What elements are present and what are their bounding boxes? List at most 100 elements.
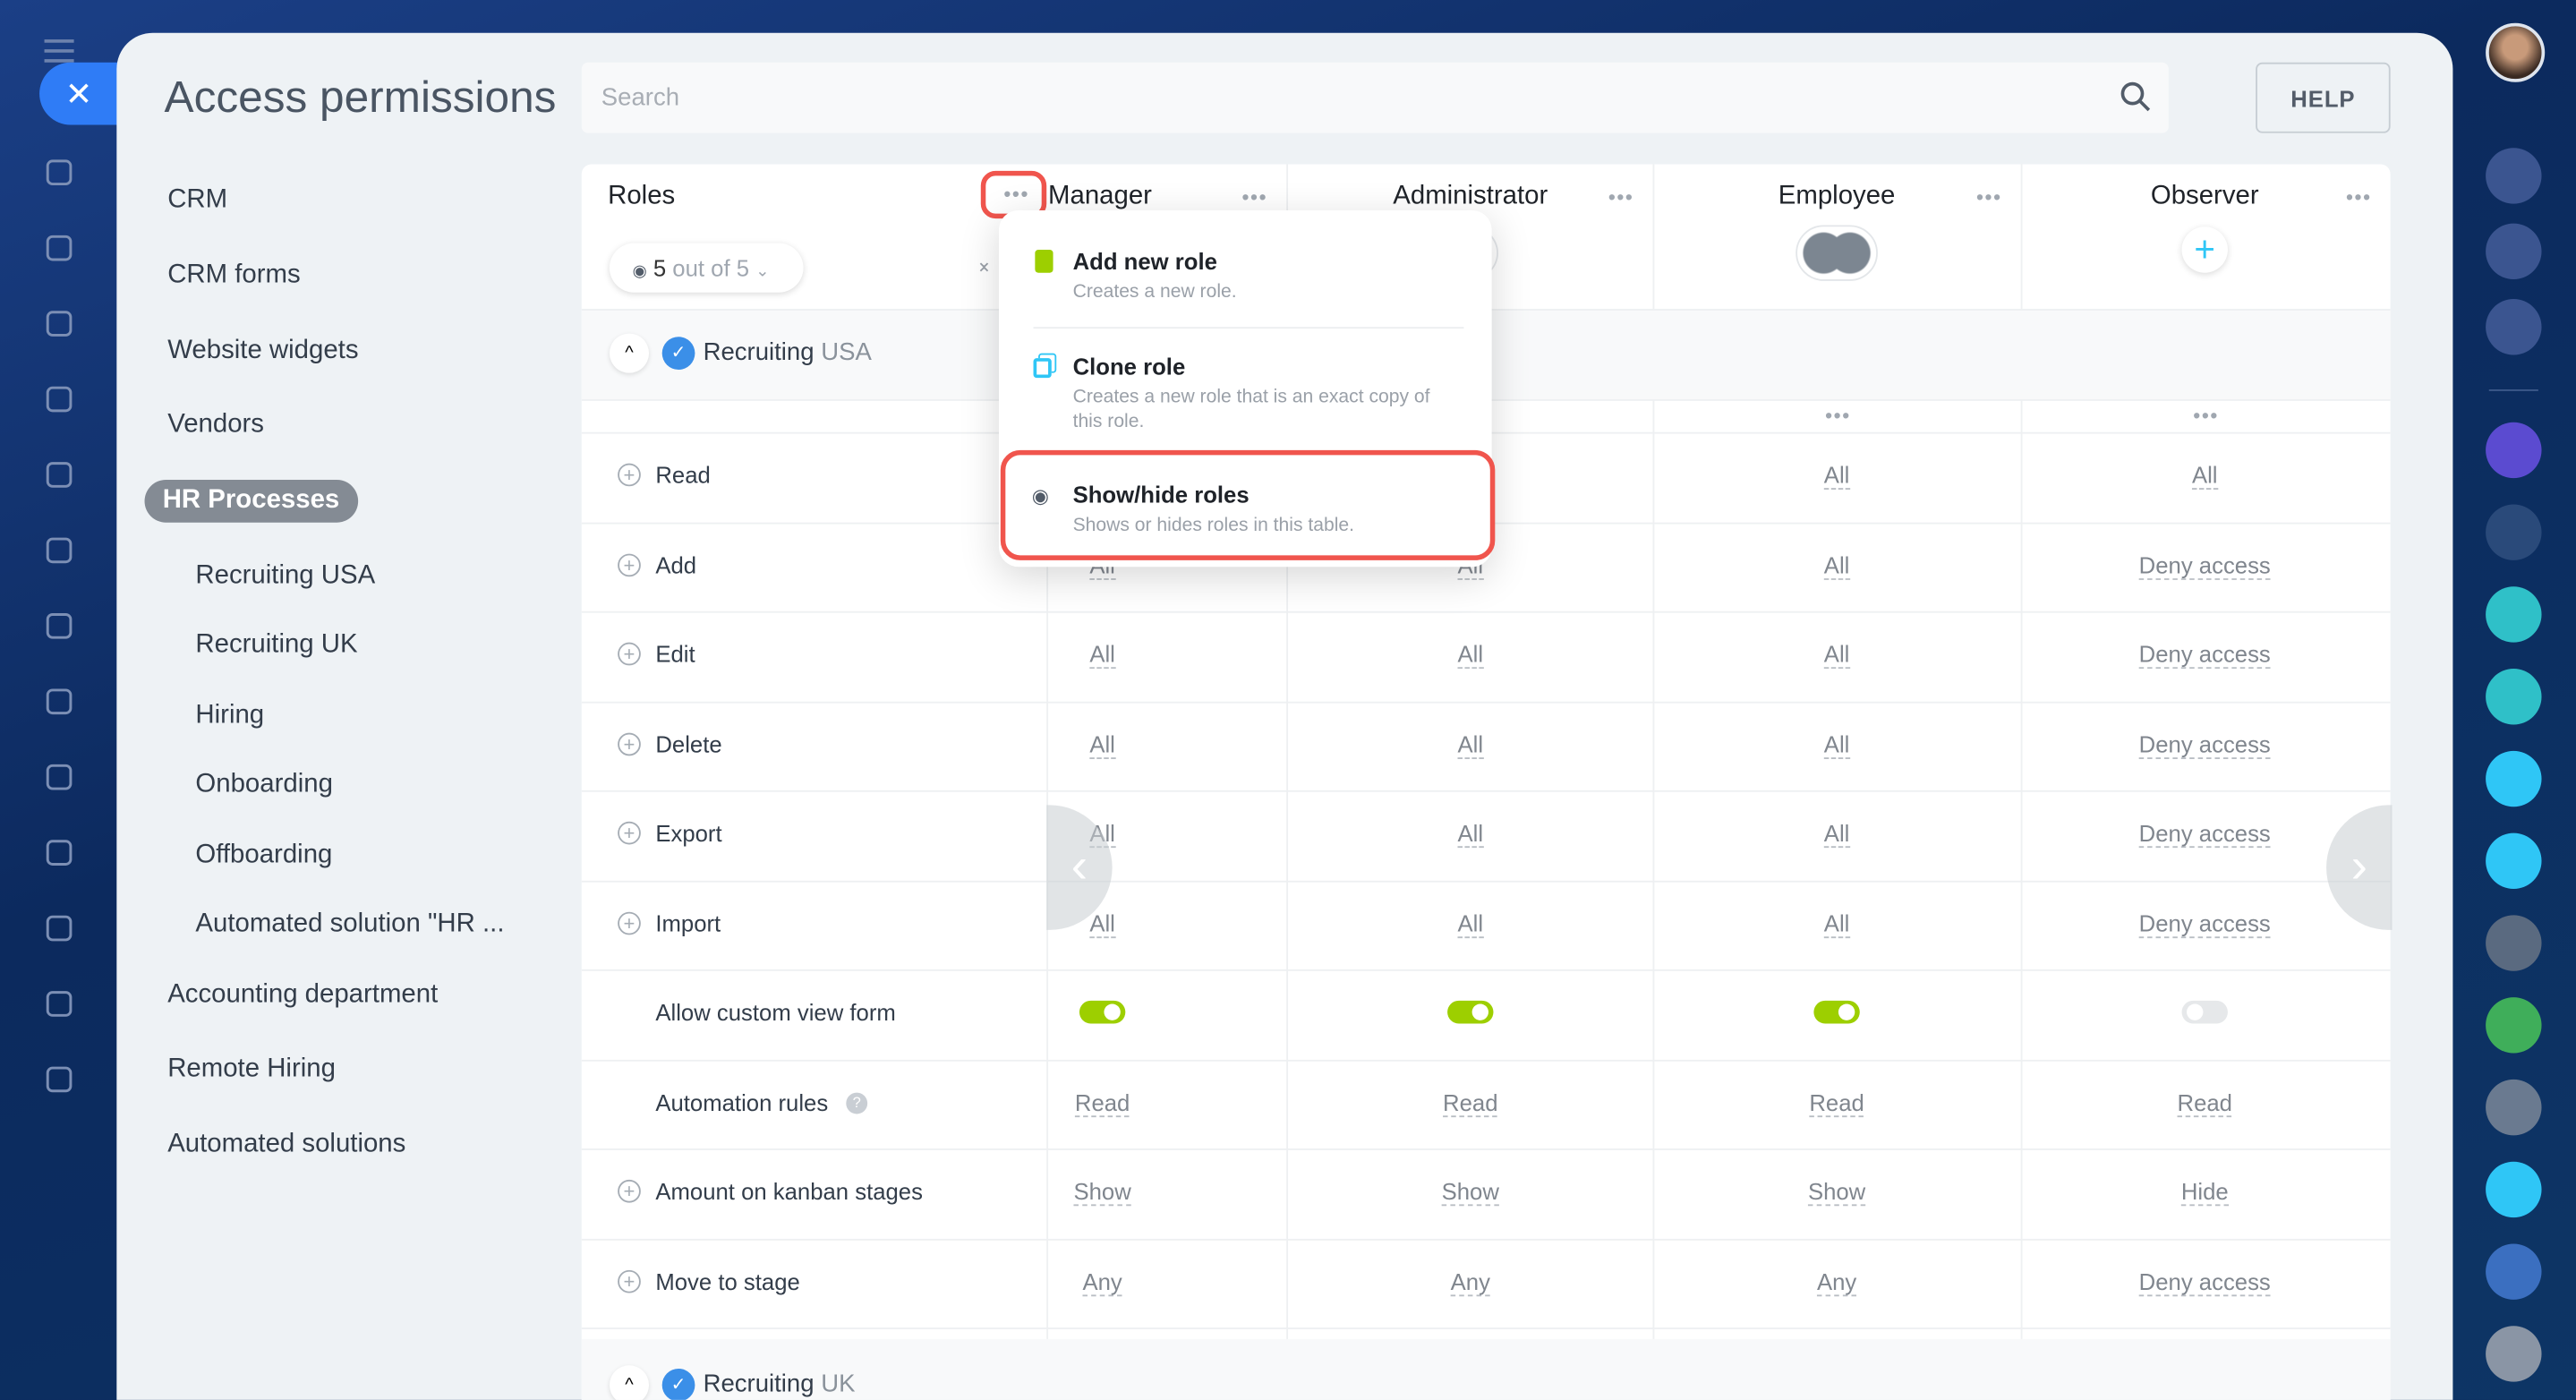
nav-item[interactable]: CRM xyxy=(167,185,228,214)
permission-value[interactable]: Deny access xyxy=(2138,730,2271,759)
menu-icon[interactable] xyxy=(44,39,74,63)
permission-value[interactable]: All xyxy=(1457,909,1484,938)
permission-value[interactable]: All xyxy=(1089,909,1115,938)
tasks-icon[interactable] xyxy=(43,232,76,265)
chart-icon[interactable] xyxy=(43,912,76,945)
nav-item[interactable]: Automated solutions xyxy=(167,1130,406,1159)
permission-toggle[interactable] xyxy=(1447,1000,1494,1024)
contact-avatar[interactable] xyxy=(2486,1079,2542,1136)
permission-value[interactable]: All xyxy=(1089,730,1115,759)
row-more-icon[interactable]: ••• xyxy=(1825,404,1851,428)
permission-toggle[interactable] xyxy=(2181,1000,2228,1024)
expand-icon[interactable]: + xyxy=(618,1179,641,1203)
permission-value[interactable]: Deny access xyxy=(2138,1268,2271,1296)
task-chat-icon[interactable] xyxy=(2486,1243,2542,1300)
expand-icon[interactable]: + xyxy=(618,910,641,935)
help-button[interactable]: HELP xyxy=(2256,62,2391,133)
nav-item[interactable]: Onboarding xyxy=(195,770,333,799)
permission-value[interactable]: Read xyxy=(1443,1088,1498,1117)
employee-group-avatar[interactable] xyxy=(1796,225,1878,281)
collapse-all-icon[interactable]: ⌄ ⌃ xyxy=(976,249,993,286)
copilot-icon[interactable] xyxy=(2486,223,2542,280)
permission-toggle[interactable] xyxy=(1813,1000,1860,1024)
permission-value[interactable]: Deny access xyxy=(2138,909,2271,938)
robot-icon[interactable] xyxy=(43,685,76,718)
column-more-icon[interactable]: ••• xyxy=(1976,185,2002,209)
box-icon[interactable] xyxy=(43,1063,76,1097)
permission-value[interactable]: All xyxy=(1823,640,1850,670)
copilot-chat-icon[interactable] xyxy=(2486,422,2542,479)
column-more-icon[interactable]: ••• xyxy=(1241,185,1268,209)
close-button[interactable]: ✕ xyxy=(39,62,119,125)
permission-value[interactable]: Any xyxy=(1816,1268,1857,1296)
document-icon[interactable] xyxy=(43,761,76,794)
nav-item[interactable]: Hiring xyxy=(195,701,265,730)
permission-value[interactable]: Read xyxy=(1074,1088,1130,1117)
permission-value[interactable]: Any xyxy=(1450,1268,1490,1296)
permission-value[interactable]: Show xyxy=(1807,1178,1866,1207)
calendar-icon[interactable] xyxy=(43,383,76,416)
bell-icon[interactable] xyxy=(2486,148,2542,204)
nav-item[interactable]: Remote Hiring xyxy=(167,1054,336,1083)
user-avatar[interactable] xyxy=(2486,22,2546,82)
permission-value[interactable]: Show xyxy=(1441,1178,1499,1207)
nav-item[interactable]: Vendors xyxy=(167,410,264,440)
row-more-icon[interactable]: ••• xyxy=(2193,404,2220,428)
expand-icon[interactable]: + xyxy=(618,463,641,487)
expand-icon[interactable]: + xyxy=(618,1268,641,1293)
cart-icon[interactable] xyxy=(43,610,76,643)
permission-value[interactable]: All xyxy=(1823,819,1850,849)
group-chat-icon[interactable] xyxy=(2486,669,2542,725)
permission-value[interactable]: All xyxy=(1823,461,1850,490)
filter-icon[interactable] xyxy=(43,307,76,340)
expand-icon[interactable]: + xyxy=(618,821,641,845)
permission-value[interactable]: All xyxy=(1457,640,1484,670)
permission-value[interactable]: All xyxy=(1823,909,1850,938)
permission-value[interactable]: Hide xyxy=(2180,1178,2229,1207)
menu-item-add-role[interactable]: Add new role Creates a new role. xyxy=(1073,248,1237,305)
permission-value[interactable]: Show xyxy=(1073,1178,1131,1207)
expand-icon[interactable]: + xyxy=(618,642,641,666)
help-icon[interactable]: ? xyxy=(846,1091,868,1114)
permission-value[interactable]: Any xyxy=(1082,1268,1122,1296)
task-chat-icon[interactable] xyxy=(2486,997,2542,1054)
nav-item[interactable]: Recruiting UK xyxy=(195,630,358,660)
search-icon[interactable] xyxy=(2120,81,2153,114)
nav-item[interactable]: CRM forms xyxy=(167,260,301,290)
menu-item-show-hide-roles[interactable]: Show/hide roles Shows or hides roles in t… xyxy=(1073,482,1354,539)
nav-item[interactable]: HR Processes xyxy=(144,479,358,523)
permission-toggle[interactable] xyxy=(1079,1000,1126,1024)
roles-more-icon[interactable]: ••• xyxy=(1003,182,1030,206)
collapse-group-button[interactable]: ^ xyxy=(609,333,650,373)
permission-value[interactable]: Read xyxy=(1809,1088,1864,1117)
permission-value[interactable]: All xyxy=(1089,640,1115,670)
nav-item[interactable]: Accounting department xyxy=(167,980,439,1009)
expand-icon[interactable]: + xyxy=(618,731,641,755)
permission-value[interactable]: All xyxy=(1457,730,1484,759)
collapse-group-button[interactable]: ^ xyxy=(609,1365,650,1400)
contact-avatar[interactable] xyxy=(2486,1326,2542,1382)
message-icon[interactable] xyxy=(2486,750,2542,807)
nav-item[interactable]: Automated solution "HR ... xyxy=(195,909,505,939)
add-member-button[interactable]: + xyxy=(2182,226,2228,272)
permission-value[interactable]: Deny access xyxy=(2138,551,2271,580)
search-field[interactable] xyxy=(581,62,2169,133)
permission-value[interactable]: Read xyxy=(2177,1088,2232,1117)
search-input[interactable] xyxy=(581,62,2169,133)
task-chat-icon[interactable] xyxy=(2486,832,2542,890)
chat-sync-icon[interactable] xyxy=(2486,299,2542,355)
permission-value[interactable]: Deny access xyxy=(2138,819,2271,849)
permission-value[interactable]: All xyxy=(1823,730,1850,759)
expand-icon[interactable]: + xyxy=(618,552,641,576)
target-icon[interactable] xyxy=(43,534,76,568)
role-filter[interactable]: ◉ 5 out of 5 ⌄ xyxy=(610,243,804,293)
store-icon[interactable] xyxy=(43,458,76,491)
permission-value[interactable]: Deny access xyxy=(2138,640,2271,670)
task-chat-icon[interactable] xyxy=(2486,1161,2542,1218)
nav-item[interactable]: Recruiting USA xyxy=(195,561,376,590)
news-icon[interactable] xyxy=(43,987,76,1020)
contact-avatar[interactable] xyxy=(2486,504,2542,560)
column-more-icon[interactable]: ••• xyxy=(1608,185,1634,209)
menu-item-clone-role[interactable]: Clone role Creates a new role that is an … xyxy=(1073,354,1435,436)
permission-value[interactable]: All xyxy=(1457,819,1484,849)
